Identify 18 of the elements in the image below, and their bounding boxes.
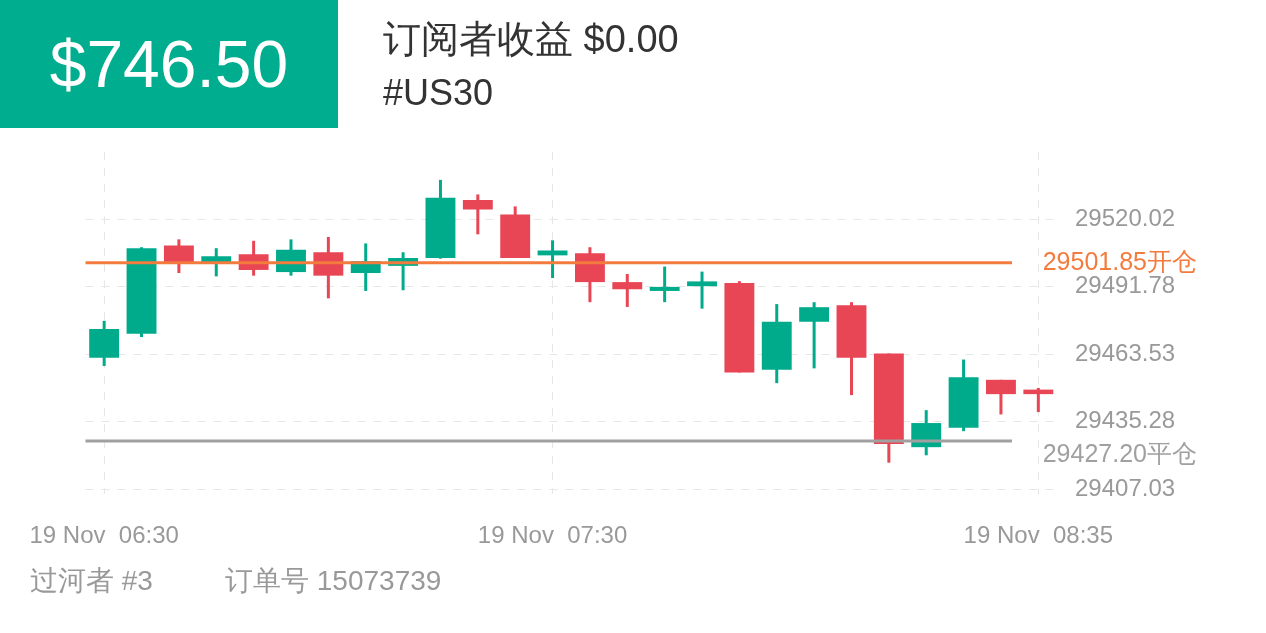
chart-title: 订阅者收益 $0.00 — [383, 17, 679, 62]
ref-line-label: 29501.85开仓 — [1042, 246, 1197, 275]
x-tick-label: 19 Nov 08:35 — [963, 521, 1114, 549]
candlestick — [649, 266, 680, 304]
x-tick-label: 19 Nov 06:30 — [29, 521, 179, 549]
y-tick-label: 29407.03 — [1075, 473, 1176, 501]
chart-subtitle: #US30 — [383, 72, 494, 114]
candlestick — [462, 194, 493, 235]
text: 订单号 15073739 — [225, 564, 442, 598]
ref-line-label: 29427.20平仓 — [1042, 439, 1197, 468]
y-tick-label: 29520.02 — [1075, 203, 1176, 231]
candlestick — [612, 273, 643, 307]
candlestick — [687, 271, 717, 309]
y-tick-label: 29435.28 — [1075, 406, 1176, 434]
y-tick-label: 29463.53 — [1075, 338, 1176, 366]
text: $746.50 — [0, 0, 338, 128]
text: 过河者 #3 — [30, 564, 153, 598]
x-tick-label: 19 Nov 07:30 — [477, 521, 628, 549]
